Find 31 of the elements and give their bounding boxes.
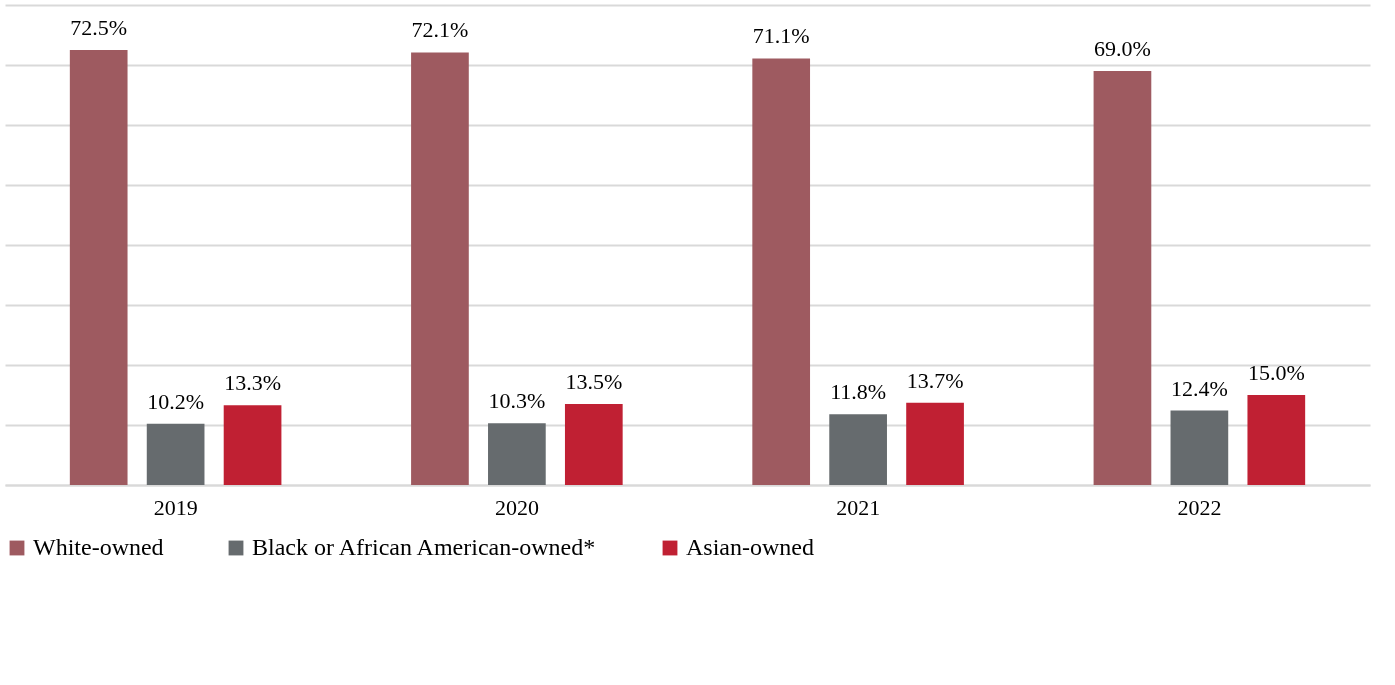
bar [1247,395,1306,485]
data-label: 72.1% [411,17,469,43]
x-tick-label: 2021 [836,494,881,520]
data-label: 13.3% [224,370,281,396]
legend-label: Black or African American-owned* [252,534,596,560]
x-tick-label: 2019 [153,494,198,520]
legend-label: Asian-owned [686,534,814,560]
data-label: 72.5% [70,15,128,40]
bar [69,50,128,485]
data-label: 12.4% [1170,375,1228,401]
data-label: 71.1% [752,23,810,49]
data-label: 10.3% [488,388,546,414]
bar [829,414,887,485]
data-label: 69.0% [1094,36,1151,61]
data-label: 10.2% [147,388,205,414]
bar [1170,410,1229,485]
bar [906,402,964,485]
x-tick-label: 2020 [494,494,539,520]
bar [752,58,811,485]
data-label: 13.7% [906,367,964,393]
bar [564,404,623,485]
data-label: 13.5% [565,369,623,394]
legend-label: White-owned [33,534,164,560]
bar [223,405,282,485]
bar [488,423,546,485]
data-label: 11.8% [830,379,887,405]
bar [1093,71,1152,485]
x-tick-label: 2022 [1177,494,1222,520]
bar [411,52,469,485]
bar [146,423,205,485]
data-label: 15.0% [1247,360,1305,385]
